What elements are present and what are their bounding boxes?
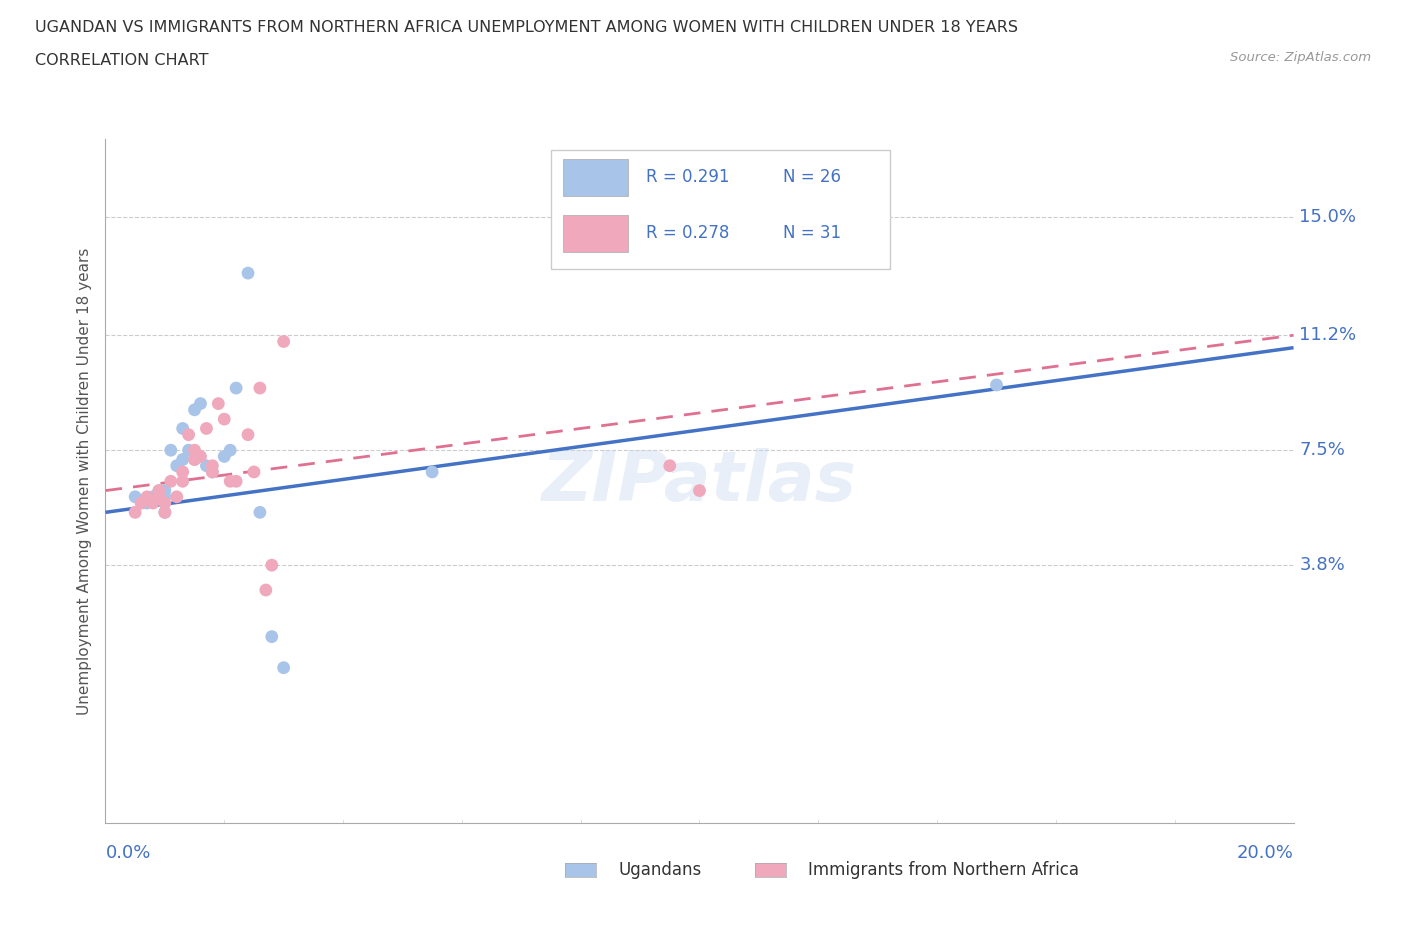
Point [273,334,295,349]
Bar [562,215,628,252]
Point [214,449,236,464]
Point [153,484,176,498]
Text: ZIPatlas: ZIPatlas [541,447,858,515]
Point [254,582,277,597]
Point [172,421,194,436]
Point [689,484,711,498]
Point [153,496,176,511]
Point [153,505,176,520]
Point [225,380,247,395]
Text: 15.0%: 15.0% [1299,208,1357,226]
Point [658,458,681,473]
Point [124,505,146,520]
Point [260,558,283,573]
Point [249,505,271,520]
FancyBboxPatch shape [551,150,890,270]
Text: N = 31: N = 31 [783,224,841,243]
Point [249,380,271,395]
Point [177,443,200,458]
Point [260,630,283,644]
Point [236,266,259,281]
Point [195,421,218,436]
Y-axis label: Unemployment Among Women with Children Under 18 years: Unemployment Among Women with Children U… [76,247,91,715]
Point [219,474,242,489]
Point [183,452,205,467]
Point [166,489,188,504]
Point [207,396,229,411]
Point [190,396,212,411]
Point [214,412,236,427]
Point [195,458,218,473]
Point [159,474,181,489]
Point [172,464,194,479]
Point [172,452,194,467]
Text: R = 0.291: R = 0.291 [645,168,730,186]
Point [201,458,224,473]
Point [183,443,205,458]
Text: 11.2%: 11.2% [1299,326,1357,344]
Point [136,496,159,511]
Text: 0.0%: 0.0% [105,844,150,861]
Text: Ugandans: Ugandans [619,860,702,879]
Point [236,427,259,442]
Point [129,496,152,511]
Point [243,464,266,479]
Text: UGANDAN VS IMMIGRANTS FROM NORTHERN AFRICA UNEMPLOYMENT AMONG WOMEN WITH CHILDRE: UGANDAN VS IMMIGRANTS FROM NORTHERN AFRI… [35,20,1018,35]
Point [273,660,295,675]
Point [225,474,247,489]
Point [136,489,159,504]
Point [219,443,242,458]
Point [159,443,181,458]
Text: Immigrants from Northern Africa: Immigrants from Northern Africa [808,860,1080,879]
Point [148,484,170,498]
Point [153,505,176,520]
Point [986,378,1008,392]
Text: CORRELATION CHART: CORRELATION CHART [35,53,208,68]
Point [166,458,188,473]
Point [142,496,165,511]
Text: Source: ZipAtlas.com: Source: ZipAtlas.com [1230,51,1371,64]
Point [172,474,194,489]
Text: N = 26: N = 26 [783,168,841,186]
Point [420,464,443,479]
Point [177,427,200,442]
Point [153,489,176,504]
Point [148,489,170,504]
Text: 7.5%: 7.5% [1299,441,1346,459]
Point [183,403,205,418]
Point [201,464,224,479]
Point [190,449,212,464]
Point [183,452,205,467]
Text: 3.8%: 3.8% [1299,556,1346,574]
Point [201,464,224,479]
Bar [562,159,628,196]
Point [142,489,165,504]
Point [148,484,170,498]
Point [124,489,146,504]
Text: R = 0.278: R = 0.278 [645,224,730,243]
Text: 20.0%: 20.0% [1237,844,1294,861]
